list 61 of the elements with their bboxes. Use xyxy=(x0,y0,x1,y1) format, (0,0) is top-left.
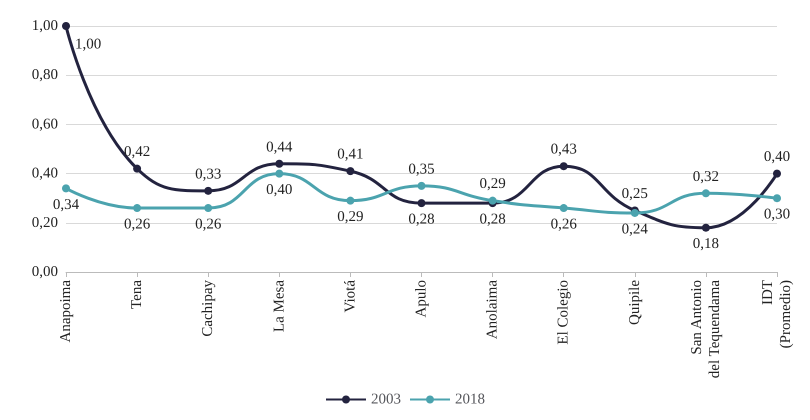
data-label: 0,26 xyxy=(195,216,222,233)
point xyxy=(560,204,568,212)
x-tick-label: Cachipay xyxy=(200,280,216,337)
data-label: 0,26 xyxy=(550,216,578,233)
x-tick-label: IDT (Promedio) xyxy=(760,280,794,348)
data-label: 0,29 xyxy=(479,176,506,192)
data-label: 0,34 xyxy=(52,196,80,213)
y-tick-label: 0,80 xyxy=(32,67,58,84)
point xyxy=(560,162,568,170)
point xyxy=(204,186,212,195)
x-tick-label: Anolaima xyxy=(484,280,501,340)
data-label: 0,25 xyxy=(622,186,648,202)
point xyxy=(773,194,781,202)
point xyxy=(133,204,142,212)
x-tick-label: Anapoima xyxy=(58,280,74,342)
x-tick-label: El Colegio xyxy=(556,280,572,345)
data-label: 0,40 xyxy=(764,149,790,166)
data-label: 0,29 xyxy=(337,209,364,226)
data-label: 0,30 xyxy=(764,206,790,223)
y-tick-label: 1,00 xyxy=(32,18,58,34)
x-tick-label: Apulo xyxy=(414,280,430,318)
point xyxy=(630,208,639,217)
point xyxy=(275,170,284,178)
point xyxy=(346,167,354,176)
point xyxy=(773,170,781,178)
x-tick-label: La Mesa xyxy=(271,280,288,332)
data-label: 0,24 xyxy=(622,221,648,238)
point xyxy=(62,184,70,192)
point xyxy=(62,22,70,30)
data-label: 0,35 xyxy=(408,161,435,178)
x-tick-label: Quipile xyxy=(626,280,643,325)
point xyxy=(702,189,710,198)
x-tick-label: Tena xyxy=(129,280,146,309)
point xyxy=(418,199,426,208)
data-label: 0,26 xyxy=(124,216,151,233)
point xyxy=(275,160,284,168)
legend-label: 2018 xyxy=(455,392,485,408)
y-tick-label: 0,60 xyxy=(32,116,58,132)
y-tick-label: 0,00 xyxy=(32,264,58,280)
data-label: 0,44 xyxy=(266,139,293,156)
point xyxy=(702,224,710,232)
point xyxy=(133,164,142,173)
data-label: 0,43 xyxy=(550,142,577,158)
y-tick-label: 0,20 xyxy=(32,214,58,231)
y-tick-label: 0,40 xyxy=(32,166,58,182)
data-label: 0,33 xyxy=(195,166,222,182)
point xyxy=(346,196,354,205)
data-label: 0,40 xyxy=(266,182,292,198)
x-tick-label: Viotá xyxy=(342,280,358,312)
data-label: 1,00 xyxy=(75,36,102,52)
point xyxy=(204,204,212,212)
data-label: 0,18 xyxy=(692,236,720,252)
data-label: 0,28 xyxy=(479,212,506,228)
data-label: 0,41 xyxy=(337,146,364,163)
data-label: 0,28 xyxy=(408,212,435,228)
data-label: 0,32 xyxy=(692,168,720,185)
point xyxy=(488,196,497,205)
point xyxy=(418,182,426,190)
data-label: 0,42 xyxy=(124,144,150,160)
legend-label: 2003 xyxy=(371,392,401,408)
x-tick-label: San Antonio del Tequendama xyxy=(688,280,723,378)
